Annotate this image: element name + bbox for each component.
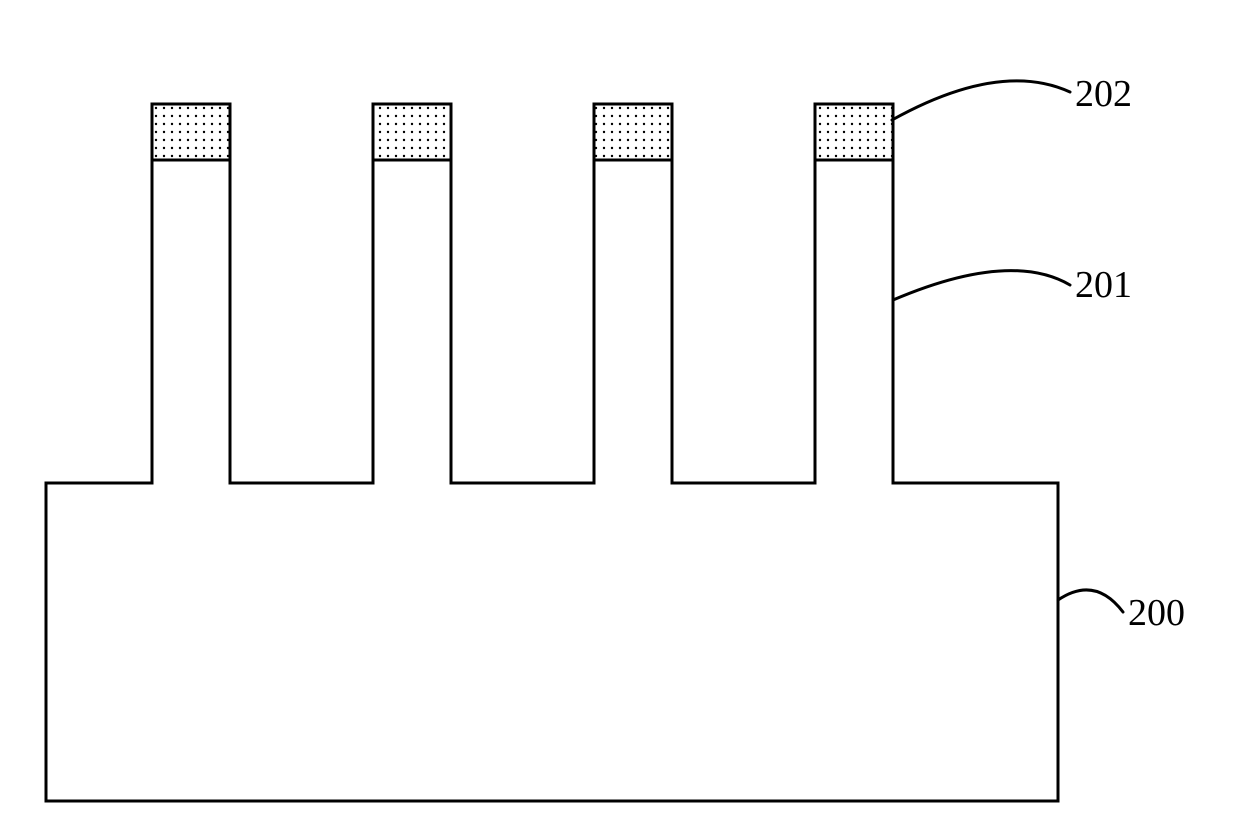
- fin-cap-3: [594, 104, 672, 160]
- label-201: 201: [1075, 266, 1132, 304]
- diagram-svg: [0, 0, 1239, 826]
- leader-201: [893, 271, 1070, 300]
- label-202: 202: [1075, 75, 1132, 113]
- fin-cap-4: [815, 104, 893, 160]
- fin-cap-2: [373, 104, 451, 160]
- diagram-canvas: 202 201 200: [0, 0, 1239, 826]
- label-200: 200: [1128, 594, 1185, 632]
- substrate-and-fins-outline: [46, 160, 1058, 801]
- leader-202: [892, 81, 1070, 120]
- leader-200: [1058, 590, 1123, 612]
- fin-cap-1: [152, 104, 230, 160]
